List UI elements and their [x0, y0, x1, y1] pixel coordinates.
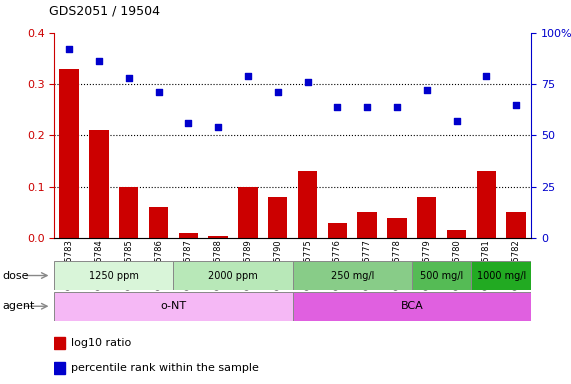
- Bar: [54, 362, 65, 374]
- Bar: [54, 261, 174, 290]
- Point: [452, 118, 461, 124]
- Bar: [477, 171, 496, 238]
- Point: [422, 87, 431, 93]
- Text: BCA: BCA: [400, 301, 423, 311]
- Bar: [174, 261, 292, 290]
- Point: [392, 104, 401, 110]
- Bar: [447, 230, 466, 238]
- Text: dose: dose: [3, 270, 29, 281]
- Bar: [179, 233, 198, 238]
- Text: agent: agent: [3, 301, 35, 311]
- Point: [363, 104, 372, 110]
- Bar: [238, 187, 258, 238]
- Bar: [417, 197, 436, 238]
- Point: [154, 89, 163, 95]
- Point: [243, 73, 252, 79]
- Point: [512, 101, 521, 108]
- Bar: [149, 207, 168, 238]
- Point: [482, 73, 491, 79]
- Text: 1000 mg/l: 1000 mg/l: [477, 270, 526, 281]
- Bar: [357, 212, 377, 238]
- Bar: [412, 261, 472, 290]
- Point: [273, 89, 282, 95]
- Point: [333, 104, 342, 110]
- Text: GDS2051 / 19504: GDS2051 / 19504: [49, 4, 159, 17]
- Bar: [387, 217, 407, 238]
- Bar: [292, 292, 531, 321]
- Bar: [506, 212, 526, 238]
- Bar: [59, 69, 79, 238]
- Point: [65, 46, 74, 52]
- Bar: [54, 292, 292, 321]
- Point: [124, 75, 133, 81]
- Bar: [89, 130, 108, 238]
- Point: [184, 120, 193, 126]
- Text: 500 mg/l: 500 mg/l: [420, 270, 463, 281]
- Bar: [328, 223, 347, 238]
- Point: [94, 58, 103, 65]
- Bar: [472, 261, 531, 290]
- Bar: [54, 337, 65, 349]
- Bar: [119, 187, 138, 238]
- Text: 250 mg/l: 250 mg/l: [331, 270, 374, 281]
- Point: [214, 124, 223, 130]
- Bar: [208, 235, 228, 238]
- Text: o-NT: o-NT: [160, 301, 187, 311]
- Text: 1250 ppm: 1250 ppm: [89, 270, 139, 281]
- Bar: [292, 261, 412, 290]
- Text: 2000 ppm: 2000 ppm: [208, 270, 258, 281]
- Bar: [268, 197, 287, 238]
- Text: log10 ratio: log10 ratio: [71, 338, 131, 348]
- Bar: [298, 171, 317, 238]
- Text: percentile rank within the sample: percentile rank within the sample: [71, 362, 259, 373]
- Point: [303, 79, 312, 85]
